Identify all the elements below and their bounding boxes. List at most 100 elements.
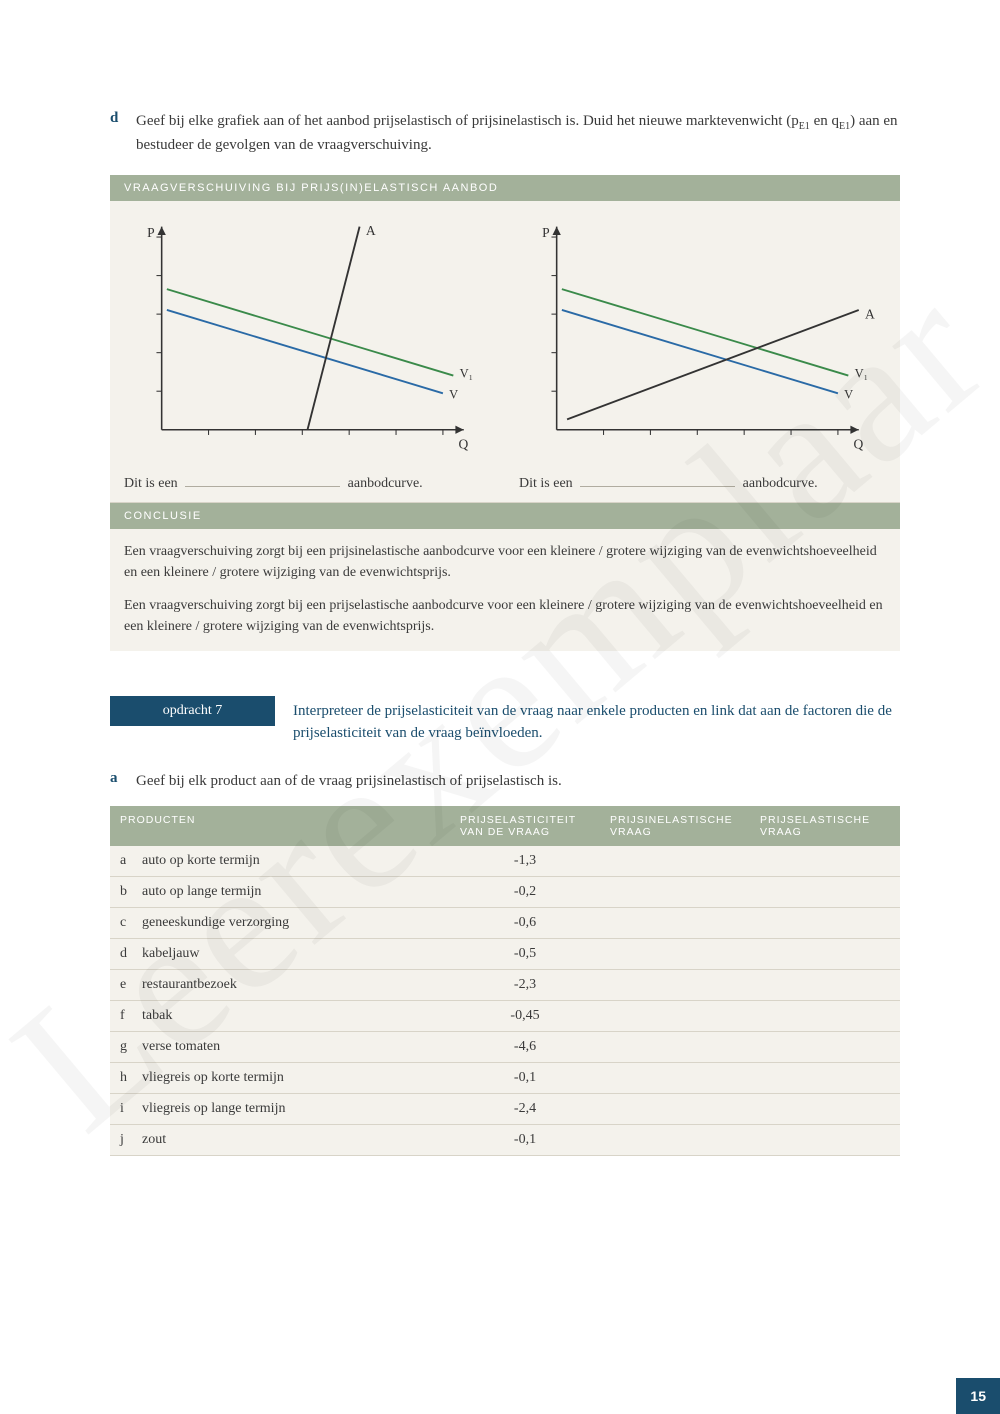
row-inelastic-cell[interactable] — [600, 1094, 750, 1125]
row-inelastic-cell[interactable] — [600, 877, 750, 908]
row-elastic-cell[interactable] — [750, 970, 900, 1001]
fillin-left: Dit is een aanbodcurve. — [110, 465, 505, 502]
row-value: -0,45 — [450, 1001, 600, 1032]
row-product: vliegreis op korte termijn — [132, 1063, 450, 1094]
row-elastic-cell[interactable] — [750, 1125, 900, 1156]
opdracht-7-text: Interpreteer de prijselasticiteit van de… — [275, 696, 900, 745]
table-row: ftabak-0,45 — [110, 1001, 900, 1032]
row-inelastic-cell[interactable] — [600, 1125, 750, 1156]
row-elastic-cell[interactable] — [750, 939, 900, 970]
row-inelastic-cell[interactable] — [600, 970, 750, 1001]
svg-text:V: V — [449, 387, 458, 401]
row-elastic-cell[interactable] — [750, 908, 900, 939]
row-product: zout — [132, 1125, 450, 1156]
svg-text:Q: Q — [459, 436, 469, 451]
row-letter: e — [110, 970, 132, 1001]
row-elastic-cell[interactable] — [750, 877, 900, 908]
row-product: restaurantbezoek — [132, 970, 450, 1001]
fillin-blank-left[interactable] — [185, 473, 340, 487]
page-body: d Geef bij elke grafiek aan of het aanbo… — [0, 0, 1000, 1216]
row-product: auto op korte termijn — [132, 846, 450, 877]
col-elasticiteit: PRIJSELASTICITEIT VAN DE VRAAG — [450, 806, 600, 846]
chart-block-title: VRAAGVERSCHUIVING BIJ PRIJS(IN)ELASTISCH… — [110, 175, 900, 201]
conclusie-para1: Een vraagverschuiving zorgt bij een prij… — [124, 541, 886, 583]
svg-text:P: P — [147, 225, 155, 240]
opdracht-7-badge: opdracht 7 — [110, 696, 275, 726]
row-elastic-cell[interactable] — [750, 1032, 900, 1063]
conclusie-body: Een vraagverschuiving zorgt bij een prij… — [110, 529, 900, 651]
row-letter: i — [110, 1094, 132, 1125]
row-value: -2,4 — [450, 1094, 600, 1125]
fillin-prefix: Dit is een — [519, 476, 573, 491]
elasticity-table-block: PRODUCTEN PRIJSELASTICITEIT VAN DE VRAAG… — [110, 806, 900, 1156]
row-value: -1,3 — [450, 846, 600, 877]
row-value: -0,5 — [450, 939, 600, 970]
row-elastic-cell[interactable] — [750, 1094, 900, 1125]
table-row: gverse tomaten-4,6 — [110, 1032, 900, 1063]
page-number: 15 — [956, 1378, 1000, 1414]
table-header-row: PRODUCTEN PRIJSELASTICITEIT VAN DE VRAAG… — [110, 806, 900, 846]
table-row: bauto op lange termijn-0,2 — [110, 877, 900, 908]
row-value: -0,2 — [450, 877, 600, 908]
row-inelastic-cell[interactable] — [600, 1032, 750, 1063]
table-row: erestaurantbezoek-2,3 — [110, 970, 900, 1001]
svg-text:A: A — [366, 222, 376, 237]
fillin-row: Dit is een aanbodcurve. Dit is een aanbo… — [110, 465, 900, 503]
opdracht-7: opdracht 7 Interpreteer de prijselastici… — [110, 696, 900, 745]
row-value: -0,1 — [450, 1125, 600, 1156]
svg-text:V₁: V₁ — [460, 366, 473, 380]
elasticity-table: PRODUCTEN PRIJSELASTICITEIT VAN DE VRAAG… — [110, 806, 900, 1156]
row-inelastic-cell[interactable] — [600, 939, 750, 970]
fillin-prefix: Dit is een — [124, 476, 178, 491]
question-d-letter: d — [110, 110, 136, 157]
conclusie-title: CONCLUSIE — [110, 503, 900, 529]
table-row: dkabeljauw-0,5 — [110, 939, 900, 970]
row-product: kabeljauw — [132, 939, 450, 970]
chart-left-cell: P Q A VV₁ — [110, 201, 505, 465]
row-letter: g — [110, 1032, 132, 1063]
row-inelastic-cell[interactable] — [600, 1063, 750, 1094]
svg-text:Q: Q — [854, 436, 864, 451]
row-product: auto op lange termijn — [132, 877, 450, 908]
row-value: -0,6 — [450, 908, 600, 939]
row-elastic-cell[interactable] — [750, 1063, 900, 1094]
row-letter: j — [110, 1125, 132, 1156]
question-a-text: Geef bij elk product aan of de vraag pri… — [136, 770, 562, 793]
table-row: aauto op korte termijn-1,3 — [110, 846, 900, 877]
row-letter: c — [110, 908, 132, 939]
fillin-suffix: aanbodcurve. — [348, 476, 423, 491]
question-d-text: Geef bij elke grafiek aan of het aanbod … — [136, 110, 900, 157]
chart-right: P Q A VV₁ — [515, 211, 890, 461]
fillin-blank-right[interactable] — [580, 473, 735, 487]
svg-text:V₁: V₁ — [855, 366, 868, 380]
fillin-right: Dit is een aanbodcurve. — [505, 465, 900, 502]
table-row: ivliegreis op lange termijn-2,4 — [110, 1094, 900, 1125]
charts-row: PQAVV₁ PQAVV₁ — [110, 201, 900, 465]
row-value: -4,6 — [450, 1032, 600, 1063]
question-d: d Geef bij elke grafiek aan of het aanbo… — [110, 110, 900, 157]
chart-right-cell: P Q A VV₁ — [505, 201, 900, 465]
chart-left: P Q A VV₁ — [120, 211, 495, 461]
row-value: -2,3 — [450, 970, 600, 1001]
table-row: cgeneeskundige verzorging-0,6 — [110, 908, 900, 939]
row-elastic-cell[interactable] — [750, 1001, 900, 1032]
svg-text:V: V — [844, 387, 853, 401]
svg-text:P: P — [542, 225, 550, 240]
row-elastic-cell[interactable] — [750, 846, 900, 877]
row-letter: a — [110, 846, 132, 877]
row-letter: h — [110, 1063, 132, 1094]
question-a: a Geef bij elk product aan of de vraag p… — [110, 770, 900, 793]
row-inelastic-cell[interactable] — [600, 1001, 750, 1032]
table-row: jzout-0,1 — [110, 1125, 900, 1156]
question-a-letter: a — [110, 770, 136, 793]
row-value: -0,1 — [450, 1063, 600, 1094]
row-letter: d — [110, 939, 132, 970]
conclusie-para2: Een vraagverschuiving zorgt bij een prij… — [124, 595, 886, 637]
row-product: geneeskundige verzorging — [132, 908, 450, 939]
row-product: verse tomaten — [132, 1032, 450, 1063]
svg-text:A: A — [865, 306, 875, 321]
row-inelastic-cell[interactable] — [600, 846, 750, 877]
row-inelastic-cell[interactable] — [600, 908, 750, 939]
col-inelastisch: PRIJSINELASTISCHE VRAAG — [600, 806, 750, 846]
table-row: hvliegreis op korte termijn-0,1 — [110, 1063, 900, 1094]
